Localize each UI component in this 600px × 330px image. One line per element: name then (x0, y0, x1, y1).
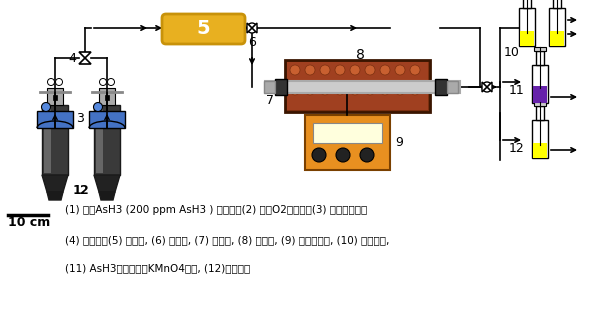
Polygon shape (94, 175, 120, 192)
Circle shape (380, 85, 390, 95)
Polygon shape (44, 107, 51, 173)
Text: 7: 7 (266, 93, 274, 107)
Polygon shape (79, 58, 91, 64)
Bar (313, 123, 382, 143)
Circle shape (360, 148, 374, 162)
Polygon shape (79, 52, 91, 58)
Bar (53, 95, 57, 100)
Polygon shape (42, 105, 68, 175)
Circle shape (305, 85, 315, 95)
Circle shape (365, 85, 375, 95)
Circle shape (290, 85, 300, 95)
Bar (37, 111, 73, 128)
Circle shape (410, 85, 420, 95)
Circle shape (335, 65, 345, 75)
Bar (265, 81, 460, 93)
Polygon shape (96, 107, 103, 173)
Text: (4) 三通阀，(5) 混合器, (6) 三通阀, (7) 加热炉, (8) 吸附剂, (9) 温度控制器, (10) 入口测点,: (4) 三通阀，(5) 混合器, (6) 三通阀, (7) 加热炉, (8) 吸… (65, 235, 389, 245)
Bar (553, 0, 561, 8)
Text: 6: 6 (248, 36, 256, 49)
Bar (523, 0, 531, 8)
Bar (275, 79, 287, 95)
Text: 11: 11 (508, 83, 524, 96)
FancyBboxPatch shape (162, 14, 245, 44)
Circle shape (410, 65, 420, 75)
Text: (1) 带有AsH3 (200 ppm AsH3 ) 的气缸，(2) 带有O2的气缸，(3) 质量流量计，: (1) 带有AsH3 (200 ppm AsH3 ) 的气缸，(2) 带有O2的… (65, 205, 367, 215)
Bar (520, 31, 534, 46)
Text: 1: 1 (73, 183, 82, 196)
Bar (549, 8, 565, 46)
Bar (264, 81, 275, 93)
Bar (89, 111, 125, 128)
Circle shape (482, 82, 492, 92)
Bar (435, 79, 447, 95)
Circle shape (365, 65, 375, 75)
Circle shape (94, 103, 103, 112)
Circle shape (320, 65, 330, 75)
Text: 12: 12 (508, 142, 524, 154)
Bar (99, 88, 115, 105)
Circle shape (247, 23, 257, 33)
Circle shape (290, 65, 300, 75)
Bar (534, 47, 546, 51)
Text: 3: 3 (76, 112, 84, 124)
Circle shape (107, 79, 115, 85)
Text: 4: 4 (68, 51, 76, 64)
Bar (519, 8, 535, 46)
Bar (550, 31, 564, 46)
Circle shape (312, 148, 326, 162)
Circle shape (336, 148, 350, 162)
Circle shape (56, 79, 62, 85)
Bar (533, 86, 547, 103)
Text: 9: 9 (395, 136, 403, 148)
Polygon shape (99, 192, 115, 200)
Polygon shape (42, 175, 68, 192)
Polygon shape (47, 192, 63, 200)
Bar (534, 102, 546, 106)
Bar (536, 51, 544, 65)
Bar (285, 60, 430, 112)
Circle shape (395, 85, 405, 95)
Polygon shape (247, 23, 257, 33)
Bar (305, 115, 390, 170)
Circle shape (47, 79, 55, 85)
Bar (536, 106, 544, 120)
Circle shape (100, 79, 107, 85)
Circle shape (350, 65, 360, 75)
Bar (533, 143, 547, 158)
Bar (105, 95, 109, 100)
Text: 5: 5 (196, 19, 210, 39)
Bar (532, 120, 548, 158)
Text: 8: 8 (356, 48, 364, 62)
Circle shape (380, 65, 390, 75)
Circle shape (335, 85, 345, 95)
Bar (447, 81, 458, 93)
Bar (532, 65, 548, 103)
Circle shape (305, 65, 315, 75)
Circle shape (395, 65, 405, 75)
Text: (11) AsH3尾气吸附用KMnO4溶液, (12)出口测量: (11) AsH3尾气吸附用KMnO4溶液, (12)出口测量 (65, 263, 250, 273)
Text: 10: 10 (504, 46, 520, 58)
Polygon shape (94, 105, 120, 175)
Circle shape (41, 103, 50, 112)
Bar (47, 88, 63, 105)
Circle shape (320, 85, 330, 95)
Text: 2: 2 (80, 183, 89, 196)
Polygon shape (482, 82, 492, 92)
Circle shape (350, 85, 360, 95)
Text: 10 cm: 10 cm (8, 216, 50, 229)
Bar (287, 62, 428, 110)
